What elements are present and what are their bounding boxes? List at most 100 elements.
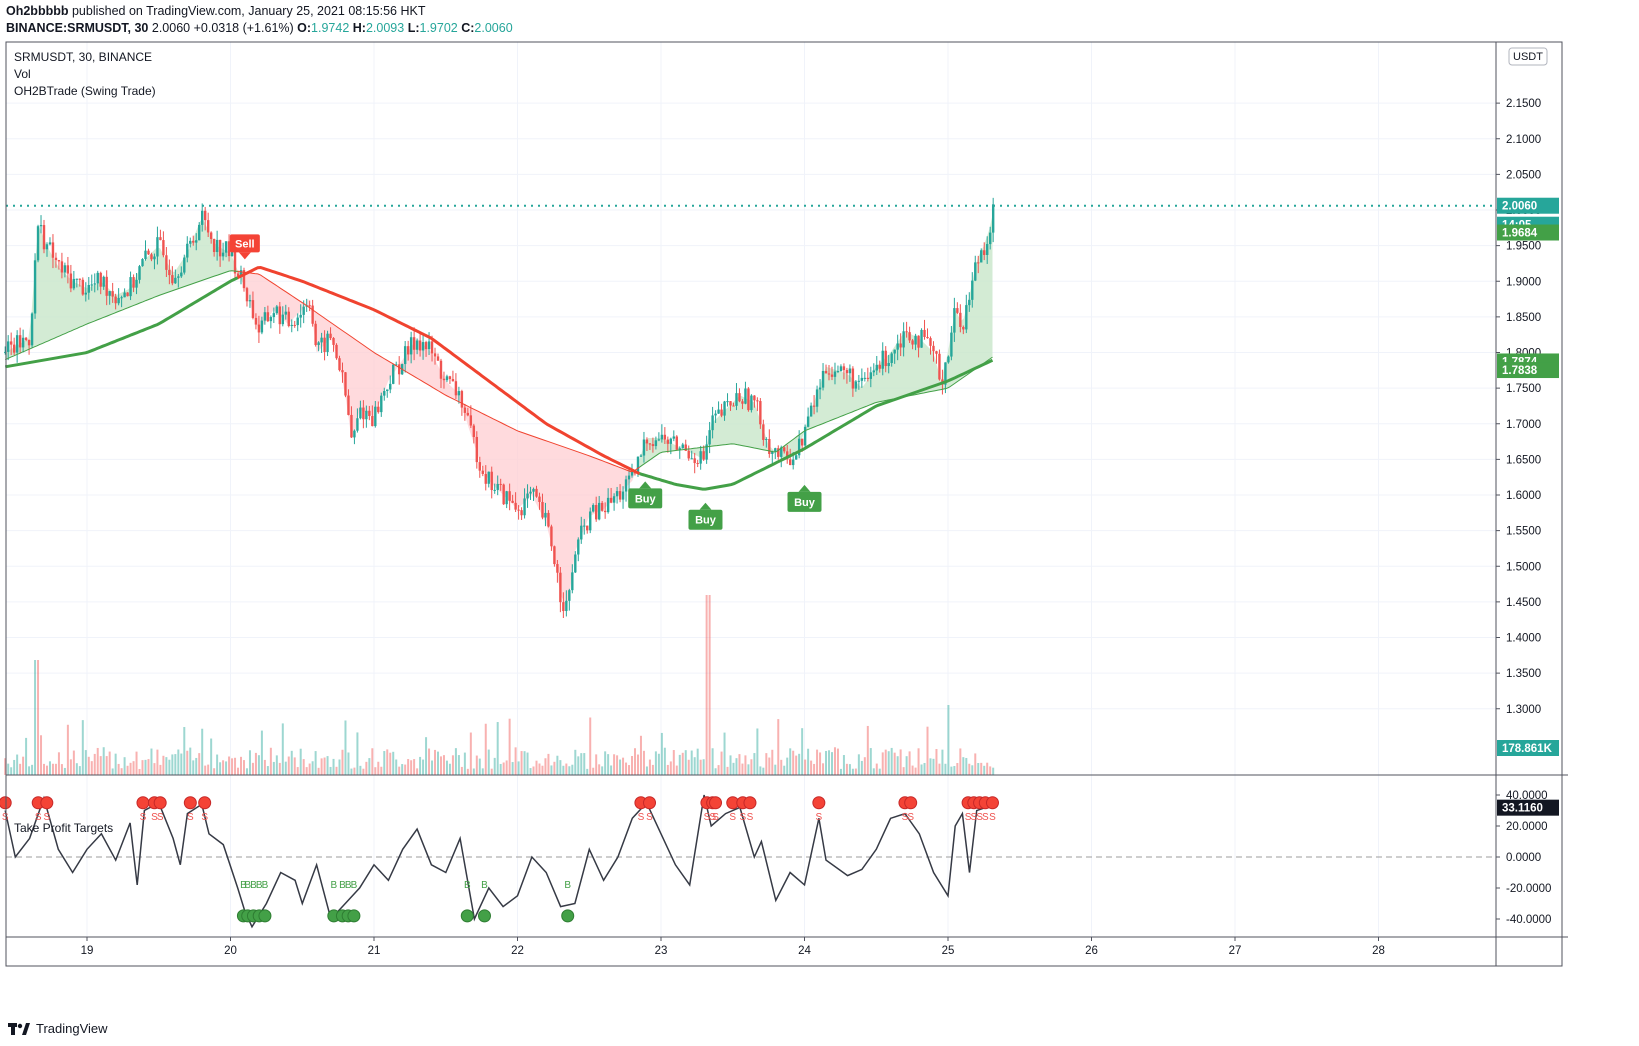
volume-bar xyxy=(544,758,547,775)
candle-body xyxy=(192,240,195,243)
volume-bar xyxy=(159,764,162,775)
volume-bar xyxy=(84,750,87,775)
candle-body xyxy=(803,426,807,446)
candle-body xyxy=(523,498,526,516)
volume-bar xyxy=(490,768,493,775)
volume-bar xyxy=(610,765,613,775)
volume-bar xyxy=(568,766,571,775)
candle-body xyxy=(866,377,870,379)
volume-bar xyxy=(442,755,445,775)
y-tick-label: 2.1500 xyxy=(1506,98,1541,110)
currency-badge-text: USDT xyxy=(1513,51,1543,63)
candle-body xyxy=(991,204,995,233)
sell-marker-label: S xyxy=(709,812,716,823)
candle-body xyxy=(496,483,499,490)
volume-bar xyxy=(666,764,669,775)
volume-bar xyxy=(825,750,828,775)
volume-bar xyxy=(795,755,798,775)
current-price-badge: 2.0060 xyxy=(1497,197,1559,214)
volume-bar xyxy=(350,768,353,775)
volume-bar xyxy=(738,754,741,775)
candle-body xyxy=(174,277,177,284)
candle-body xyxy=(60,261,64,273)
volume-badge: 178.861K xyxy=(1497,740,1559,756)
volume-bar xyxy=(517,761,520,775)
volume-bar xyxy=(195,757,198,775)
volume-bar xyxy=(902,767,905,775)
candle-body xyxy=(45,244,49,250)
candle-body xyxy=(550,526,553,547)
y-tick-label: 1.7000 xyxy=(1506,419,1541,431)
volume-bar xyxy=(28,766,31,775)
volume-bar xyxy=(577,756,580,775)
candle-body xyxy=(968,299,971,306)
candle-body xyxy=(111,291,114,297)
volume-bar xyxy=(804,759,807,775)
volume-bar xyxy=(914,767,917,775)
volume-bar xyxy=(616,755,619,775)
legend-indicator[interactable]: OH2BTrade (Swing Trade) xyxy=(14,84,156,98)
volume-bar xyxy=(332,758,335,775)
volume-bar xyxy=(266,766,269,775)
candle-body xyxy=(21,337,25,348)
volume-bar xyxy=(631,755,634,775)
legend-oscillator[interactable]: Take Profit Targets xyxy=(14,821,113,835)
volume-bar xyxy=(51,763,54,775)
volume-bar xyxy=(929,758,932,775)
candle-body xyxy=(409,337,413,355)
candle-body xyxy=(615,491,619,497)
volume-bar xyxy=(66,724,69,775)
candle-body xyxy=(427,341,431,350)
candle-body xyxy=(105,276,108,296)
legend-symbol[interactable]: SRMUSDT, 30, BINANCE xyxy=(14,50,152,64)
candle-body xyxy=(353,430,356,438)
buy-marker-label: B xyxy=(345,880,352,891)
legend-vol[interactable]: Vol xyxy=(14,67,31,81)
candle-body xyxy=(711,415,714,431)
volume-bar xyxy=(335,766,338,775)
candle-body xyxy=(812,405,816,407)
volume-bar xyxy=(314,751,317,775)
candle-body xyxy=(442,378,446,381)
candle-body xyxy=(48,242,52,245)
candle-body xyxy=(929,338,932,346)
volume-bar xyxy=(780,759,783,775)
volume-bar xyxy=(281,723,284,775)
volume-bar xyxy=(260,730,263,775)
volume-bar xyxy=(798,753,801,775)
candle-body xyxy=(293,324,296,326)
author-name[interactable]: Oh2bbbbb xyxy=(6,4,69,18)
candle-body xyxy=(884,350,887,367)
candle-body xyxy=(747,388,750,411)
candle-body xyxy=(702,451,705,460)
candle-body xyxy=(389,383,392,390)
candle-body xyxy=(627,475,631,480)
volume-bar xyxy=(884,749,887,775)
candle-body xyxy=(33,260,37,314)
volume-bar xyxy=(532,766,535,775)
sell-marker-label: S xyxy=(902,812,909,823)
volume-bar xyxy=(753,753,756,775)
volume-bar xyxy=(625,762,628,775)
volume-bar xyxy=(830,752,833,775)
volume-bar xyxy=(714,768,717,775)
volume-bar xyxy=(932,758,935,775)
volume-bar xyxy=(571,764,574,775)
candle-body xyxy=(971,280,974,300)
candle-body xyxy=(335,344,338,359)
candle-body xyxy=(475,436,479,463)
time-axis[interactable]: 19 20 21 22 23 24 25 26 27 28 xyxy=(81,937,1385,957)
volume-bar xyxy=(696,748,699,775)
candle-body xyxy=(421,342,425,351)
volume-bar xyxy=(383,751,386,775)
sell-marker-label: S xyxy=(907,812,914,823)
candle-body xyxy=(800,438,804,446)
candle-body xyxy=(439,360,443,379)
volume-bar xyxy=(499,763,502,775)
candle-body xyxy=(484,473,487,484)
candle-body xyxy=(260,320,264,333)
candle-body xyxy=(690,458,693,460)
fill-uptrend xyxy=(639,215,993,468)
candle-body xyxy=(90,284,93,286)
